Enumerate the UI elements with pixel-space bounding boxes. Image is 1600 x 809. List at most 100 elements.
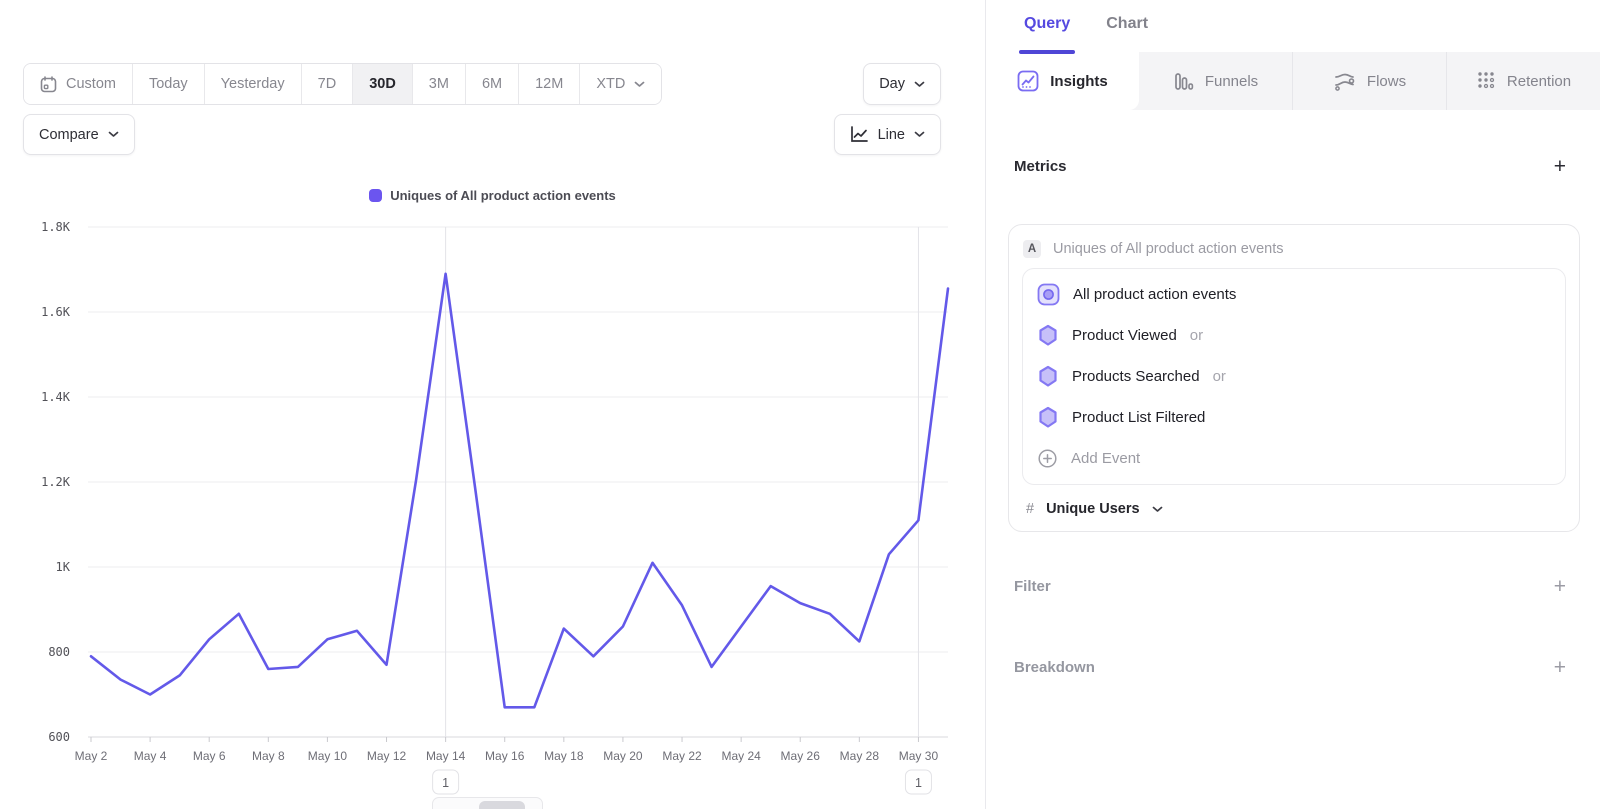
funnels-icon	[1173, 71, 1194, 92]
toolbar-row-2: Compare Line	[23, 114, 941, 155]
range-6m[interactable]: 6M	[465, 64, 520, 104]
range-label: Today	[148, 76, 188, 92]
event-row[interactable]: All product action events	[1023, 274, 1565, 315]
range-xtd[interactable]: XTD	[580, 64, 662, 104]
event-name: Product List Filtered	[1072, 409, 1206, 426]
svg-text:1: 1	[442, 776, 449, 790]
y-axis-label: 1.8K	[41, 220, 71, 234]
toolbar-row-1: Custom Today Yesterday 7D 30D 3M 6M 12M XTD Day	[23, 63, 941, 105]
tab-funnels[interactable]: Funnels	[1139, 52, 1292, 110]
annotation-badge[interactable]: 1	[432, 769, 460, 795]
add-breakdown-button[interactable]: +	[1553, 656, 1566, 679]
y-axis-label: 1.4K	[41, 390, 71, 404]
add-filter-button[interactable]: +	[1553, 575, 1566, 598]
add-metric-button[interactable]: +	[1553, 155, 1566, 178]
metrics-title: Metrics	[1014, 158, 1067, 175]
x-axis-label: May 22	[662, 749, 702, 763]
date-range-group: Custom Today Yesterday 7D 30D 3M 6M 12M XTD	[23, 63, 663, 105]
range-30d[interactable]: 30D	[353, 64, 413, 104]
chart-type-button[interactable]: Line	[833, 114, 941, 155]
range-3m[interactable]: 3M	[412, 64, 466, 104]
tab-flows[interactable]: Flows	[1292, 52, 1446, 110]
y-axis-label: 600	[48, 730, 70, 744]
chart-pane: Custom Today Yesterday 7D 30D 3M 6M 12M XTD Day …	[0, 63, 985, 809]
retention-icon	[1476, 71, 1496, 91]
tab-label: Retention	[1506, 72, 1572, 90]
range-label: XTD	[596, 76, 626, 92]
y-axis-label: 1K	[56, 560, 71, 574]
legend-swatch	[369, 189, 383, 202]
add-event-label: Add Event	[1071, 450, 1141, 467]
chart-scrollbar-thumb[interactable]	[479, 801, 525, 809]
y-axis-label: 1.6K	[41, 305, 71, 319]
event-name: Product Viewed	[1072, 327, 1177, 344]
tab-insights[interactable]: Insights	[986, 52, 1139, 110]
metric-card: A Uniques of All product action events A…	[1008, 224, 1580, 532]
report-type-tabs: Insights Funnels Flows Retention	[986, 52, 1600, 110]
filter-title: Filter	[1014, 578, 1051, 595]
tab-label: Flows	[1366, 72, 1407, 90]
range-custom[interactable]: Custom	[24, 64, 133, 104]
event-hexagon-icon	[1037, 324, 1059, 347]
query-panel: Query Chart Insights Funnels Flows Retention…	[985, 0, 1600, 809]
x-axis-label: May 24	[721, 749, 761, 763]
x-axis-label: May 26	[781, 749, 821, 763]
add-event-icon	[1037, 448, 1058, 469]
x-axis-label: May 30	[899, 749, 939, 763]
range-7d[interactable]: 7D	[301, 64, 354, 104]
panel-tab-query[interactable]: Query	[1018, 15, 1076, 54]
chart-legend: Uniques of All product action events	[0, 188, 985, 203]
series-line[interactable]	[89, 272, 950, 709]
x-axis-label: May 16	[485, 749, 525, 763]
svg-text:1: 1	[915, 776, 922, 790]
event-row[interactable]: Product List Filtered	[1023, 397, 1565, 438]
add-event-button[interactable]: Add Event	[1023, 438, 1565, 479]
event-row[interactable]: Product Viewed or	[1023, 315, 1565, 356]
metric-letter-badge: A	[1023, 240, 1041, 258]
annotation-badge[interactable]: 1	[904, 769, 932, 795]
event-row[interactable]: Products Searched or	[1023, 356, 1565, 397]
line-chart[interactable]: 600 800 1K 1.2K 1.4K 1.6K 1.8K May 2 May 4 May 6 M…	[0, 216, 985, 809]
breakdown-title: Breakdown	[1014, 659, 1095, 676]
panel-tab-chart[interactable]: Chart	[1106, 15, 1149, 32]
y-axis-label: 1.2K	[41, 475, 71, 489]
calendar-icon	[40, 75, 57, 93]
chart-scrollbar[interactable]	[432, 797, 543, 809]
metric-summary-label: Uniques of All product action events	[1053, 241, 1284, 257]
panel-tabs: Query Chart	[986, 0, 1600, 54]
event-hexagon-icon	[1037, 406, 1059, 429]
x-axis-label: May 14	[426, 749, 466, 763]
tab-label: Funnels	[1204, 72, 1259, 90]
x-axis-label: May 2	[75, 749, 108, 763]
filter-header: Filter +	[986, 576, 1600, 597]
compare-label: Compare	[39, 126, 99, 143]
y-axis-label: 800	[48, 645, 70, 659]
compare-button[interactable]: Compare	[23, 114, 135, 155]
range-yesterday[interactable]: Yesterday	[204, 64, 302, 104]
granularity-button[interactable]: Day	[863, 63, 941, 105]
event-operator: or	[1189, 327, 1204, 344]
legend-label: Uniques of All product action events	[390, 188, 616, 203]
chevron-down-muted-icon	[634, 81, 645, 88]
chart-type-label: Line	[877, 126, 905, 143]
x-axis-label: May 8	[252, 749, 285, 763]
aggregation-selector[interactable]: # Unique Users	[1009, 485, 1579, 517]
metric-head-row[interactable]: A Uniques of All product action events	[1009, 238, 1579, 258]
chevron-down-icon	[1152, 506, 1163, 513]
x-axis-label: May 18	[544, 749, 584, 763]
x-axis-label: May 10	[308, 749, 348, 763]
metrics-header: Metrics +	[986, 156, 1600, 177]
event-name: All product action events	[1073, 286, 1237, 303]
event-operator: or	[1212, 368, 1226, 385]
tab-retention[interactable]: Retention	[1446, 52, 1600, 110]
range-today[interactable]: Today	[132, 64, 205, 104]
event-name: Products Searched	[1072, 368, 1200, 385]
x-axis-label: May 28	[840, 749, 880, 763]
range-12m[interactable]: 12M	[519, 64, 581, 104]
line-chart-icon	[850, 126, 869, 143]
range-label: Yesterday	[220, 76, 285, 92]
range-label: 6M	[481, 76, 503, 92]
x-axis-label: May 4	[134, 749, 167, 763]
range-label: 3M	[428, 76, 449, 92]
